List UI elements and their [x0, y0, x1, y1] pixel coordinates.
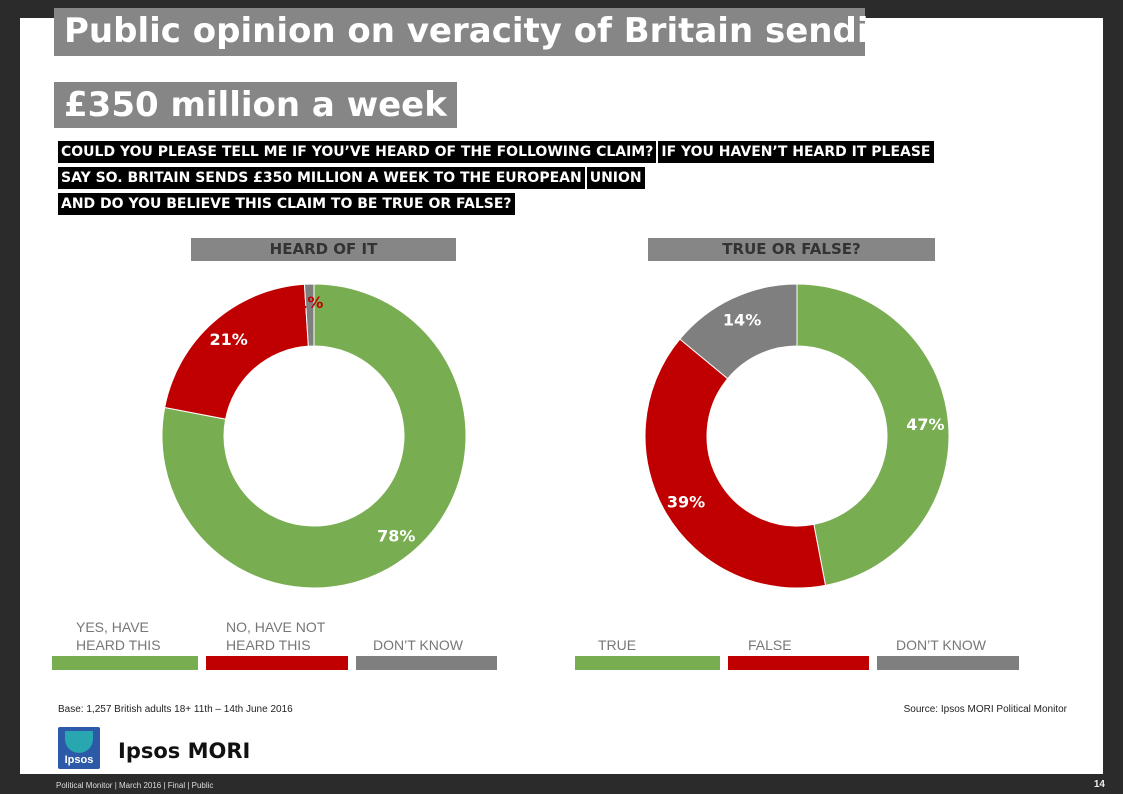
- donut-label-0-1: 21%: [210, 330, 248, 349]
- logo-text: Ipsos: [64, 754, 94, 766]
- donut-slice-1-1: [644, 338, 827, 589]
- legend-yes-line2: HEARD THIS: [76, 637, 161, 653]
- question-line-2a: SAY SO. BRITAIN SENDS £350 MILLION A WEE…: [58, 167, 585, 189]
- brand-name: Ipsos MORI: [118, 739, 251, 763]
- chart-title-true-false: TRUE OR FALSE?: [648, 238, 935, 261]
- donut-label-0-2: 1%: [296, 293, 323, 312]
- legend-label-true: TRUE: [598, 637, 637, 653]
- title-line-1: Public opinion on veracity of Britain se…: [54, 8, 917, 56]
- legend-swatch-yes: [52, 656, 198, 670]
- donut-slice-0-1: [164, 283, 309, 420]
- legend-yes-line1: YES, HAVE: [76, 619, 149, 635]
- legend-swatch-no: [206, 656, 348, 670]
- ipsos-logo: Ipsos: [58, 727, 100, 769]
- question-text: COULD YOU PLEASE TELL ME IF YOU’VE HEARD…: [58, 141, 934, 219]
- donut-slice-1-0: [796, 283, 950, 586]
- question-line-1b: IF YOU HAVEN’T HEARD IT PLEASE: [658, 141, 934, 163]
- legend-no-line2: HEARD THIS: [226, 637, 311, 653]
- legend-swatch-dk-right: [877, 656, 1019, 670]
- legend-no-line1: NO, HAVE NOT: [226, 619, 326, 635]
- legend-label-false: FALSE: [748, 637, 792, 653]
- logo-mark-icon: [65, 731, 93, 753]
- chart-title-heard: HEARD OF IT: [191, 238, 456, 261]
- donut-label-1-1: 39%: [667, 493, 705, 512]
- base-note: Base: 1,257 British adults 18+ 11th – 14…: [58, 704, 293, 715]
- legend-swatch-dk-left: [356, 656, 497, 670]
- question-line-2b: UNION: [586, 167, 645, 189]
- title-line-2: £350 million a week: [54, 82, 457, 128]
- donut-label-0-0: 78%: [377, 526, 415, 545]
- donut-slice-0-0: [161, 283, 467, 589]
- donut-label-1-0: 47%: [906, 415, 944, 434]
- legend-label-dk-left: DON’T KNOW: [373, 637, 463, 653]
- page-number: 14: [1093, 779, 1105, 790]
- footer-left: Political Monitor | March 2016 | Final |…: [56, 781, 214, 790]
- donut-chart-true-false: 47% 39% 14%: [644, 283, 950, 589]
- question-line-3: AND DO YOU BELIEVE THIS CLAIM TO BE TRUE…: [58, 193, 515, 215]
- question-line-1a: COULD YOU PLEASE TELL ME IF YOU’VE HEARD…: [58, 141, 657, 163]
- legend-label-yes: YES, HAVE HEARD THIS: [76, 618, 161, 654]
- donut-label-1-2: 14%: [723, 310, 761, 329]
- legend-swatch-false: [728, 656, 869, 670]
- donut-slice-0-2: [303, 283, 315, 347]
- donut-slice-1-2: [679, 283, 798, 380]
- legend-label-dk-right: DON’T KNOW: [896, 637, 986, 653]
- source-note: Source: Ipsos MORI Political Monitor: [903, 704, 1067, 715]
- legend-label-no: NO, HAVE NOT HEARD THIS: [226, 618, 325, 654]
- legend-swatch-true: [575, 656, 720, 670]
- donut-chart-heard: 78% 21% 1%: [161, 283, 467, 589]
